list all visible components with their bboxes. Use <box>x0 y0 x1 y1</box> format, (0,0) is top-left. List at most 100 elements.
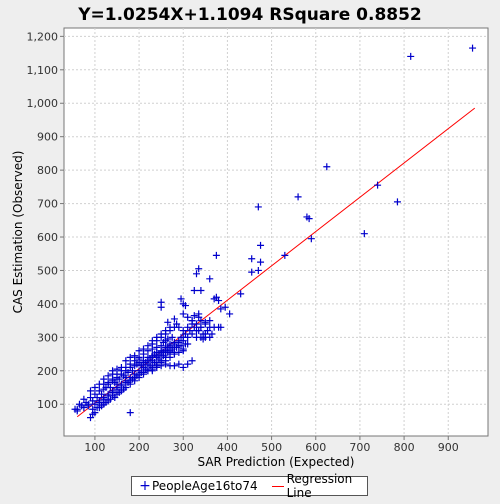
data-point <box>126 360 134 368</box>
data-point <box>184 360 192 368</box>
x-tick-label: 400 <box>217 441 238 454</box>
data-point <box>131 373 139 381</box>
data-point <box>226 310 234 318</box>
data-point <box>135 347 143 355</box>
plus-marker-icon: + <box>139 478 151 494</box>
data-point <box>122 363 130 371</box>
data-point <box>135 355 143 363</box>
data-point <box>197 287 205 295</box>
data-point <box>122 357 130 365</box>
x-tick-label: 700 <box>349 441 370 454</box>
data-point <box>201 318 209 326</box>
data-point <box>254 203 262 211</box>
data-point <box>126 377 134 385</box>
y-tick-label: 800 <box>37 164 58 177</box>
data-point <box>181 302 189 310</box>
data-point <box>100 395 108 403</box>
x-tick-label: 500 <box>261 441 282 454</box>
data-point <box>148 367 156 375</box>
x-tick-label: 800 <box>394 441 415 454</box>
data-point <box>204 327 212 335</box>
data-point <box>248 268 256 276</box>
data-point <box>360 230 368 238</box>
y-tick-label: 600 <box>37 231 58 244</box>
y-tick-label: 400 <box>37 298 58 311</box>
x-tick-label: 200 <box>129 441 150 454</box>
data-point <box>193 270 200 278</box>
x-tick-label: 300 <box>173 441 194 454</box>
data-point <box>93 404 101 412</box>
data-point <box>190 287 198 295</box>
data-point <box>177 333 185 341</box>
data-point <box>113 385 121 393</box>
data-point <box>148 353 156 361</box>
data-point <box>131 357 139 365</box>
y-tick-label: 900 <box>37 131 58 144</box>
legend-label-regression: Regression Line <box>286 472 353 500</box>
data-point <box>179 363 187 371</box>
y-tick-label: 300 <box>37 331 58 344</box>
data-point <box>80 395 88 403</box>
x-tick-label: 600 <box>305 441 326 454</box>
data-point <box>80 404 88 412</box>
data-point <box>248 255 256 263</box>
data-point <box>188 357 196 365</box>
data-point <box>168 333 176 341</box>
x-axis-label: SAR Prediction (Expected) <box>198 455 355 469</box>
data-point <box>175 348 183 356</box>
data-point <box>104 372 112 380</box>
data-point <box>215 297 223 305</box>
data-point <box>104 392 112 400</box>
data-point <box>197 323 205 331</box>
data-point <box>164 348 172 356</box>
data-point <box>157 298 165 306</box>
data-point <box>144 357 152 365</box>
data-point <box>170 315 178 323</box>
data-point <box>237 290 245 298</box>
y-axis-label: CAS Estimation (Observed) <box>11 151 25 314</box>
data-point <box>91 384 99 392</box>
data-point <box>140 360 147 368</box>
data-point <box>294 193 302 201</box>
data-point <box>188 317 196 325</box>
data-point <box>100 380 108 388</box>
legend: + PeopleAge16to74 Regression Line <box>131 472 368 500</box>
data-point <box>217 305 225 313</box>
data-point <box>305 215 313 223</box>
data-point <box>170 338 178 346</box>
data-point <box>206 275 214 283</box>
data-point <box>124 368 132 376</box>
data-point <box>153 363 161 371</box>
data-point <box>166 362 174 370</box>
data-point <box>217 323 225 331</box>
data-point <box>117 382 125 390</box>
data-point <box>153 343 161 351</box>
data-point <box>212 251 220 259</box>
data-point <box>221 303 229 311</box>
data-point <box>140 368 147 376</box>
data-point <box>95 399 103 407</box>
legend-label-people: PeopleAge16to74 <box>152 479 258 493</box>
x-tick-label: 100 <box>84 441 105 454</box>
y-tick-label: 1,200 <box>27 30 59 43</box>
data-point <box>307 235 315 243</box>
data-point <box>166 340 174 348</box>
data-point <box>190 312 198 320</box>
data-point <box>89 410 97 418</box>
data-point <box>113 370 121 378</box>
line-marker-icon <box>271 485 284 487</box>
data-point <box>257 241 265 249</box>
data-point <box>407 52 415 60</box>
data-point <box>109 389 117 397</box>
data-point <box>193 320 200 328</box>
y-tick-label: 200 <box>37 365 58 378</box>
chart-title: Y=1.0254X+1.1094 RSquare 0.8852 <box>77 5 422 25</box>
data-point <box>184 340 192 348</box>
data-point <box>175 323 183 331</box>
data-point <box>84 400 92 408</box>
data-point <box>164 318 172 326</box>
data-point <box>208 330 216 338</box>
y-tick-label: 100 <box>37 398 58 411</box>
